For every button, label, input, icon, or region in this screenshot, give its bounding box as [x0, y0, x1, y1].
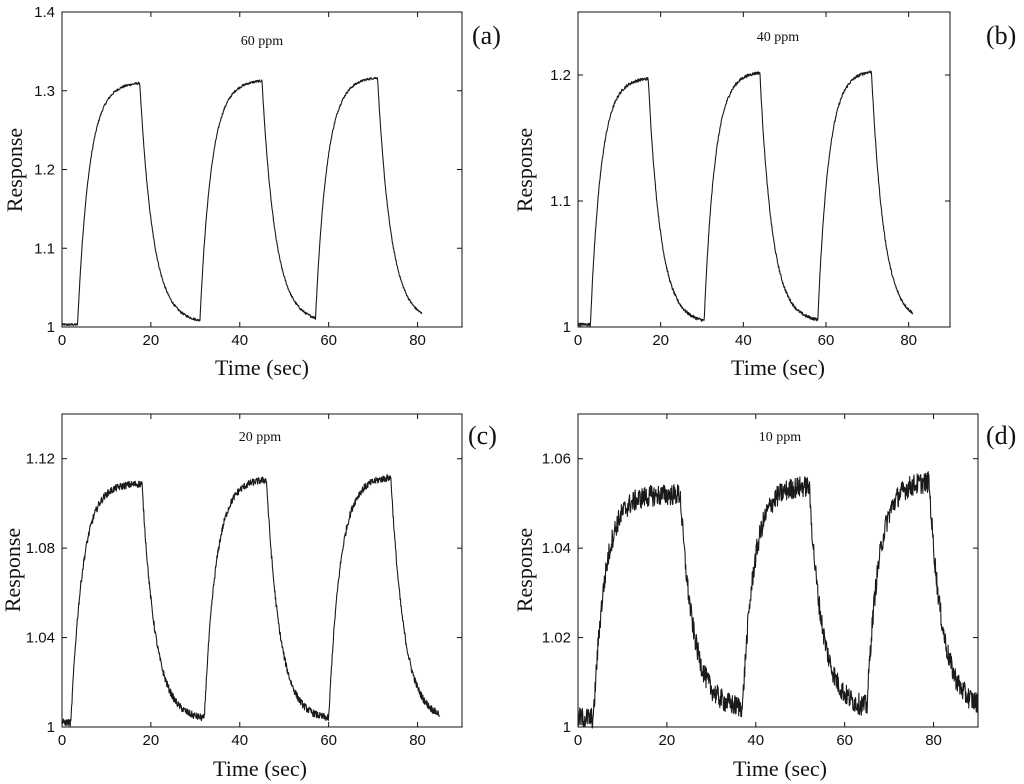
plot-frame	[577, 413, 979, 728]
x-tick-label: 20	[143, 732, 160, 749]
y-tick-label: 1.2	[34, 162, 55, 179]
y-tick-label: 1	[47, 319, 55, 336]
x-tick-label: 0	[574, 332, 582, 349]
panel-title: 40 ppm	[757, 30, 800, 45]
y-tick-label: 1.2	[550, 67, 571, 84]
y-tick-label: 1.12	[26, 451, 55, 468]
y-tick-label: 1.1	[34, 240, 55, 257]
x-tick-label: 40	[231, 732, 248, 749]
response-series-line	[61, 474, 441, 727]
x-tick-label: 20	[652, 332, 669, 349]
x-tick-label: 80	[925, 732, 942, 749]
response-series-line	[577, 70, 914, 327]
x-tick-label: 40	[231, 332, 248, 349]
panel-d: (d) 10 ppm Time (sec) Response 0 20 40 60 80…	[512, 413, 1016, 781]
plot-frame	[577, 11, 951, 328]
y-tick-label: 1.02	[542, 630, 571, 647]
x-tick-label: 0	[58, 332, 66, 349]
panel-c: (c) 20 ppm Time (sec) Response 0 20 40 60 80…	[0, 413, 497, 781]
x-tick-label: 60	[818, 332, 835, 349]
x-tick-label: 40	[735, 332, 752, 349]
x-tick-label: 60	[320, 732, 337, 749]
y-tick-label: 1.3	[34, 83, 55, 100]
x-tick-label: 40	[747, 732, 764, 749]
panel-letter: (b)	[986, 21, 1016, 50]
y-tick-label: 1.08	[26, 540, 55, 557]
x-axis-label: Time (sec)	[215, 355, 309, 380]
x-tick-label: 60	[320, 332, 337, 349]
x-tick-label: 0	[58, 732, 66, 749]
x-axis-label: Time (sec)	[733, 756, 827, 781]
y-tick-label: 1.04	[26, 630, 55, 647]
x-tick-label: 60	[836, 732, 853, 749]
panel-b: (b) 40 ppm Time (sec) Response 0 20 40 60 80…	[512, 11, 1016, 380]
y-axis-label: Response	[2, 128, 27, 212]
response-series-line	[577, 471, 979, 729]
x-tick-label: 80	[900, 332, 917, 349]
panel-letter: (c)	[468, 421, 497, 450]
plot-frame	[61, 11, 463, 328]
x-axis-label: Time (sec)	[213, 756, 307, 781]
y-tick-label: 1.1	[550, 193, 571, 210]
x-tick-label: 80	[409, 732, 426, 749]
panel-letter: (a)	[472, 21, 501, 50]
y-tick-label: 1.4	[34, 4, 55, 21]
y-tick-label: 1.04	[542, 540, 571, 557]
panel-letter: (d)	[986, 421, 1016, 450]
y-tick-label: 1	[563, 719, 571, 736]
y-axis-label: Response	[512, 128, 537, 212]
panel-title: 10 ppm	[759, 430, 802, 445]
plot-frame	[61, 413, 463, 728]
response-series-line	[61, 76, 423, 327]
panel-title: 60 ppm	[241, 34, 284, 49]
x-tick-label: 20	[143, 332, 160, 349]
y-tick-label: 1	[563, 319, 571, 336]
x-tick-label: 0	[574, 732, 582, 749]
x-tick-label: 20	[659, 732, 676, 749]
panel-a: (a) 60 ppm Time (sec) Response 0 20 40 60 80…	[2, 4, 501, 380]
y-tick-label: 1	[47, 719, 55, 736]
x-axis-label: Time (sec)	[731, 355, 825, 380]
panel-title: 20 ppm	[239, 430, 282, 445]
y-tick-label: 1.06	[542, 451, 571, 468]
x-tick-label: 80	[409, 332, 426, 349]
y-axis-label: Response	[512, 528, 537, 612]
y-axis-label: Response	[0, 528, 25, 612]
